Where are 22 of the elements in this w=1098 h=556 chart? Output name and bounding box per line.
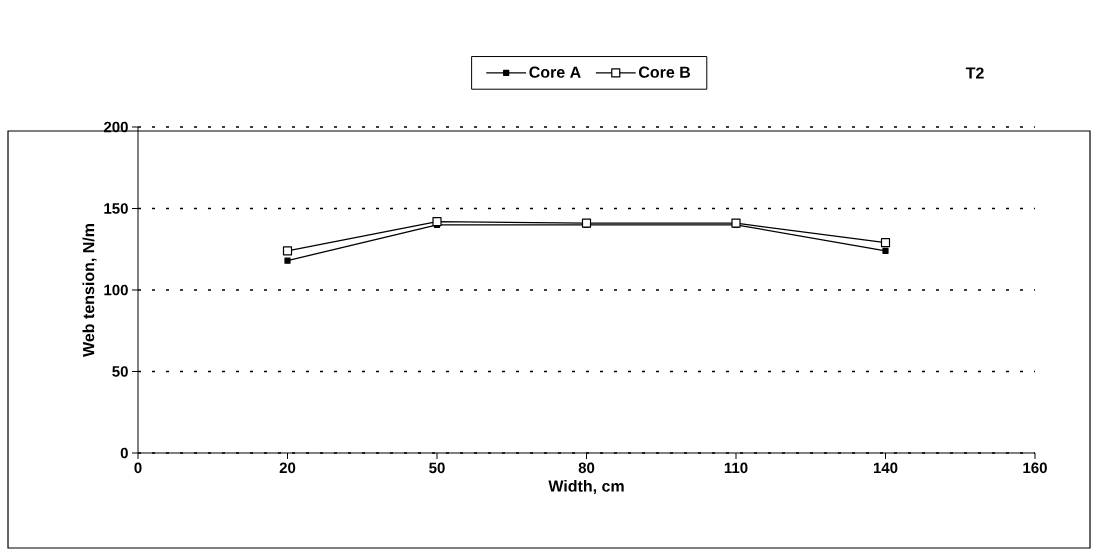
y-axis-title: Web tension, N/m [82,224,97,357]
x-tick-label: 20 [279,462,296,474]
point [882,247,889,254]
legend-label: Core A [529,66,581,78]
x-tick-label: 0 [134,462,142,474]
chart-title: T2 [965,67,984,79]
point [284,257,291,264]
y-tick-label: 100 [104,284,128,296]
x-tick-label: 140 [873,462,898,474]
y-tick-label: 50 [112,366,128,377]
point [432,216,442,227]
x-tick-label: 160 [1023,462,1047,474]
point [880,238,891,248]
x-tick-label: 80 [578,462,595,474]
x-axis-title: Width, cm [548,480,624,495]
y-tick-label: 200 [103,121,128,133]
legend-label: Core B [638,66,691,78]
x-tick-label: 50 [429,462,445,474]
y-tick-label: 150 [104,203,128,214]
point [282,246,293,256]
y-tick-label: 0 [120,447,128,459]
x-tick-label: 110 [724,462,748,474]
